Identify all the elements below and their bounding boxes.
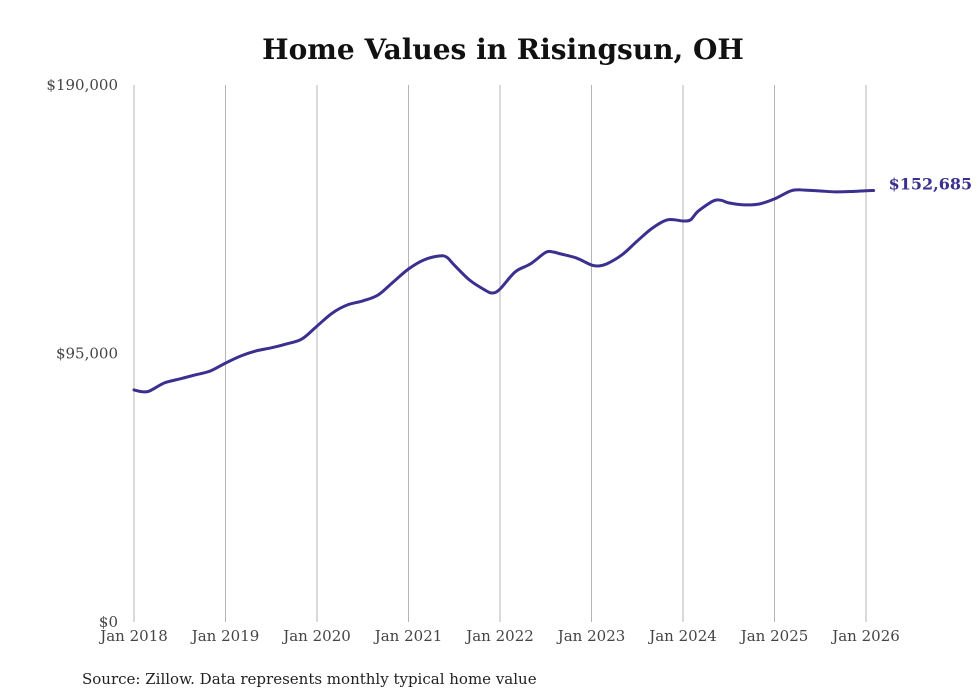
- x-tick-label: Jan 2019: [190, 627, 260, 645]
- x-axis-ticks: Jan 2018 Jan 2019 Jan 2020 Jan 2021 Jan 2022…: [98, 627, 900, 645]
- x-tick-label: Jan 2026: [830, 627, 900, 645]
- series-line: [132, 188, 876, 394]
- x-tick-label: Jan 2023: [556, 627, 626, 645]
- y-tick-label: $0: [99, 613, 118, 631]
- x-tick-label: Jan 2020: [281, 627, 351, 645]
- end-value-label: $152,685: [889, 174, 973, 193]
- x-tick-label: Jan 2018: [98, 627, 168, 645]
- y-tick-label: $190,000: [46, 76, 118, 94]
- x-tick-label: Jan 2025: [739, 627, 809, 645]
- y-axis-ticks: $0 $95,000 $190,000: [46, 76, 118, 631]
- grid-lines: [133, 85, 867, 622]
- x-tick-label: Jan 2022: [464, 627, 534, 645]
- x-tick-label: Jan 2024: [647, 627, 717, 645]
- source-note: Source: Zillow. Data represents monthly …: [82, 670, 537, 688]
- x-tick-label: Jan 2021: [373, 627, 443, 645]
- y-tick-label: $95,000: [56, 345, 118, 363]
- chart-title: Home Values in Risingsun, OH: [262, 33, 744, 66]
